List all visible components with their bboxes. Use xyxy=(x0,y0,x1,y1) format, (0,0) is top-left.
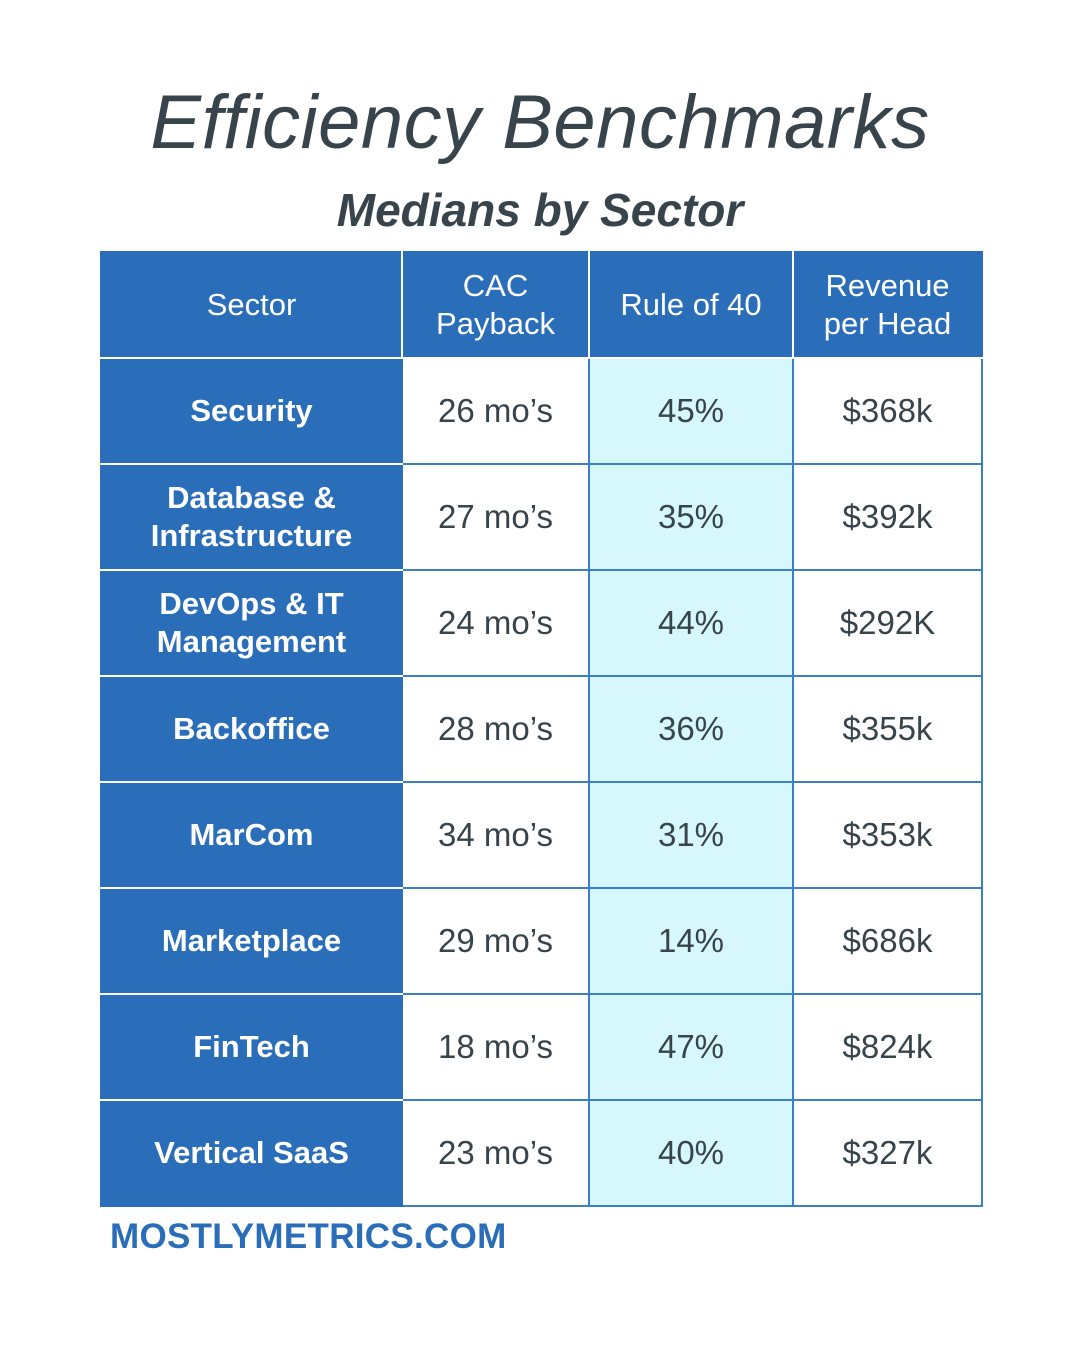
sector-label: FinTech xyxy=(193,1029,310,1064)
table-row: Backoffice 28 mo’s 36% $355k xyxy=(100,675,983,783)
sector-label: DevOps & IT xyxy=(159,586,344,621)
rule-of-40-cell: 47% xyxy=(588,993,794,1101)
header-cac-line-2: Payback xyxy=(436,306,555,341)
table-row: FinTech 18 mo’s 47% $824k xyxy=(100,993,983,1101)
sector-cell: Marketplace xyxy=(100,887,403,995)
table-body: Security 26 mo’s 45% $368k Database & Infrast… xyxy=(100,357,983,1207)
rule-of-40-cell: 14% xyxy=(588,887,794,995)
cac-payback-cell: 18 mo’s xyxy=(401,993,590,1101)
table-row: Database & Infrastructure 27 mo’s 35% $392k xyxy=(100,463,983,571)
sector-label: Security xyxy=(190,393,313,428)
sector-cell: Vertical SaaS xyxy=(100,1099,403,1207)
header-sector: Sector xyxy=(100,251,403,359)
cac-payback-cell: 24 mo’s xyxy=(401,569,590,677)
sector-label: Marketplace xyxy=(161,923,342,958)
header-cac-payback: CAC Payback xyxy=(401,251,590,359)
revenue-per-head-cell: $392k xyxy=(792,463,983,571)
revenue-per-head-cell: $686k xyxy=(792,887,983,995)
table-row: Security 26 mo’s 45% $368k xyxy=(100,357,983,465)
rule-of-40-cell: 35% xyxy=(588,463,794,571)
sector-label: Infrastructure xyxy=(150,518,353,553)
header-rev-line-1: Revenue xyxy=(825,268,950,303)
header-cac-line-1: CAC xyxy=(462,268,529,303)
cac-payback-cell: 34 mo’s xyxy=(401,781,590,889)
sector-cell: FinTech xyxy=(100,993,403,1101)
sector-label: MarCom xyxy=(189,817,314,852)
sector-cell: Backoffice xyxy=(100,675,403,783)
sector-cell: Database & Infrastructure xyxy=(100,463,403,571)
header-rule-of-40: Rule of 40 xyxy=(588,251,794,359)
cac-payback-cell: 28 mo’s xyxy=(401,675,590,783)
table-header-row: Sector CAC Payback Rule of 40 Revenue pe… xyxy=(100,251,983,359)
table-row: MarCom 34 mo’s 31% $353k xyxy=(100,781,983,889)
sector-label: Management xyxy=(156,624,347,659)
rule-of-40-cell: 45% xyxy=(588,357,794,465)
cac-payback-cell: 26 mo’s xyxy=(401,357,590,465)
revenue-per-head-cell: $327k xyxy=(792,1099,983,1207)
rule-of-40-cell: 31% xyxy=(588,781,794,889)
footer-brand: MOSTLYMETRICS.COM xyxy=(110,1217,507,1256)
cac-payback-cell: 27 mo’s xyxy=(401,463,590,571)
revenue-per-head-cell: $824k xyxy=(792,993,983,1101)
rule-of-40-cell: 44% xyxy=(588,569,794,677)
benchmarks-table: Sector CAC Payback Rule of 40 Revenue pe… xyxy=(100,251,983,1207)
sector-cell: Security xyxy=(100,357,403,465)
revenue-per-head-cell: $355k xyxy=(792,675,983,783)
page-subtitle: Medians by Sector xyxy=(336,184,744,236)
header-rev-line-2: per Head xyxy=(823,306,952,341)
sector-cell: MarCom xyxy=(100,781,403,889)
sector-label: Database & xyxy=(167,480,336,515)
table-row: Vertical SaaS 23 mo’s 40% $327k xyxy=(100,1099,983,1207)
rule-of-40-cell: 40% xyxy=(588,1099,794,1207)
revenue-per-head-cell: $292K xyxy=(792,569,983,677)
sector-cell: DevOps & IT Management xyxy=(100,569,403,677)
sector-label: Backoffice xyxy=(173,711,330,746)
table-row: DevOps & IT Management 24 mo’s 44% $292K xyxy=(100,569,983,677)
cac-payback-cell: 23 mo’s xyxy=(401,1099,590,1207)
revenue-per-head-cell: $368k xyxy=(792,357,983,465)
page-title: Efficiency Benchmarks xyxy=(150,80,930,165)
table-row: Marketplace 29 mo’s 14% $686k xyxy=(100,887,983,995)
cac-payback-cell: 29 mo’s xyxy=(401,887,590,995)
rule-of-40-cell: 36% xyxy=(588,675,794,783)
header-sector-line: Sector xyxy=(206,287,297,322)
header-rule-line: Rule of 40 xyxy=(620,287,762,322)
header-revenue-per-head: Revenue per Head xyxy=(792,251,983,359)
revenue-per-head-cell: $353k xyxy=(792,781,983,889)
sector-label: Vertical SaaS xyxy=(154,1135,349,1170)
